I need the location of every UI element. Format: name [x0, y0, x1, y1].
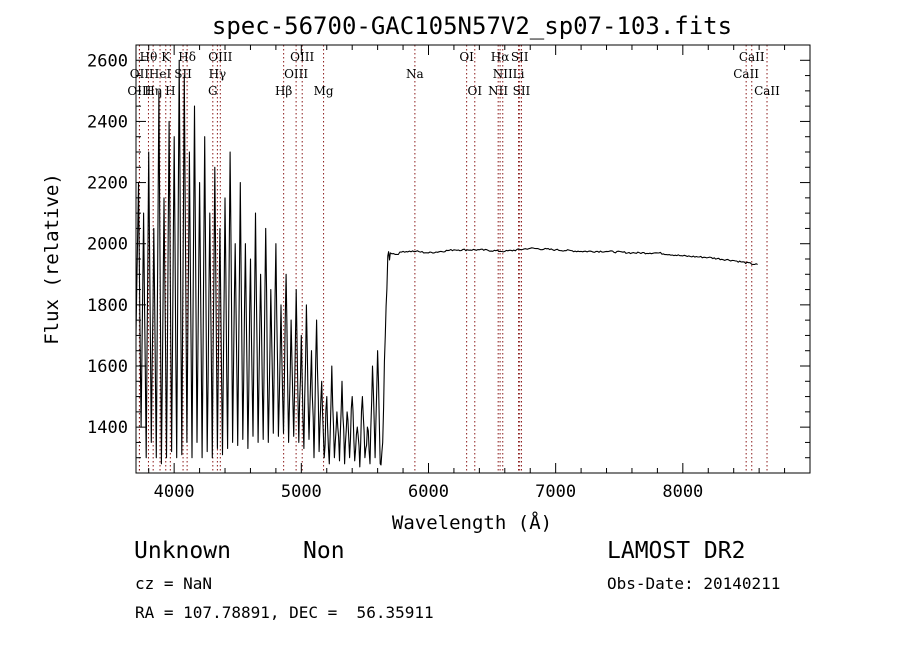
ra-dec-coordinates: RA = 107.78891, DEC = 56.35911 — [135, 603, 434, 622]
y-tick-label: 2200 — [87, 174, 128, 194]
y-tick-label: 1400 — [87, 418, 128, 438]
line-marker-label: OIII — [208, 50, 232, 64]
line-marker-label: Hβ — [275, 84, 292, 98]
spectrum-line — [135, 59, 758, 468]
line-marker-label: CaII — [733, 67, 759, 81]
chart-title: spec-56700-GAC105N57V2_sp07-103.fits — [212, 12, 732, 40]
line-marker-label: SII — [174, 67, 192, 81]
line-marker-label: Mg — [314, 84, 334, 98]
line-marker-label: HeI — [149, 67, 172, 81]
line-marker-label: H — [165, 84, 175, 98]
spectral-subclass: Non — [303, 538, 345, 564]
y-tick-label: 2600 — [87, 51, 128, 71]
line-marker-label: G — [208, 84, 218, 98]
y-tick-label: 1600 — [87, 357, 128, 377]
line-marker-label: Hη — [144, 84, 162, 98]
y-tick-label: 1800 — [87, 296, 128, 316]
x-axis: 4000 5000 6000 7000 8000 — [148, 45, 786, 502]
y-tick-label: 2000 — [87, 235, 128, 255]
y-axis-label: Flux (relative) — [41, 173, 63, 345]
line-marker-label: CaII — [739, 50, 765, 64]
line-marker-label: OI — [459, 50, 474, 64]
line-marker-label: CaII — [754, 84, 780, 98]
line-marker-label: OIII — [290, 50, 314, 64]
line-marker-label: OIII — [284, 67, 308, 81]
line-marker-label: OI — [467, 84, 482, 98]
line-marker-label: SII — [511, 50, 529, 64]
x-axis-label: Wavelength (Å) — [392, 511, 552, 534]
line-marker-label: NII — [488, 84, 508, 98]
line-marker-label: NII — [493, 67, 513, 81]
line-marker-label: Hα — [491, 50, 510, 64]
x-tick-label: 5000 — [281, 482, 322, 502]
survey-name: LAMOST DR2 — [607, 538, 746, 564]
line-marker-label: Hθ — [140, 50, 158, 64]
line-marker-label: Hγ — [209, 67, 227, 81]
y-axis: 1400 1600 1800 2000 2200 2400 2600 — [87, 44, 810, 459]
x-tick-label: 4000 — [154, 482, 195, 502]
obs-date: Obs-Date: 20140211 — [607, 574, 781, 593]
line-marker-label: Na — [406, 67, 424, 81]
line-marker-label: K — [161, 50, 171, 64]
line-marker-label: Li — [513, 67, 525, 81]
spectral-class: Unknown — [134, 538, 231, 564]
line-marker-label: OII — [130, 67, 150, 81]
x-tick-label: 7000 — [535, 482, 576, 502]
line-marker-label: Hδ — [178, 50, 196, 64]
x-tick-label: 6000 — [408, 482, 449, 502]
y-tick-label: 2400 — [87, 112, 128, 132]
redshift-cz: cz = NaN — [135, 574, 213, 593]
x-tick-label: 8000 — [662, 482, 703, 502]
line-marker-label: SII — [513, 84, 531, 98]
